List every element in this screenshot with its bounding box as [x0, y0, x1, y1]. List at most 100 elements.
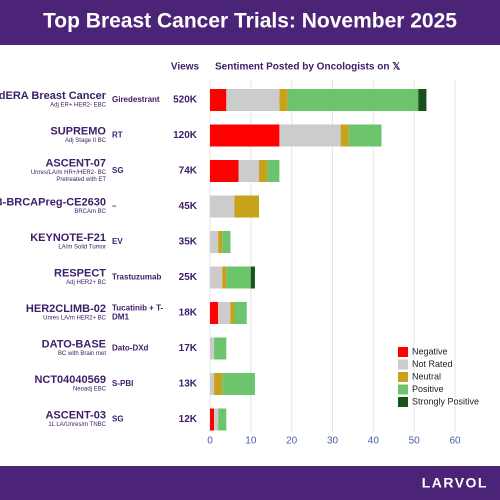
- bar-segment: [210, 231, 219, 253]
- drug-name: Dato-DXd: [112, 344, 149, 353]
- bar-segment: [218, 408, 227, 431]
- bar-segment: [234, 302, 247, 324]
- legend-swatch: [398, 384, 408, 395]
- legend-swatch: [398, 397, 408, 407]
- trial-subtitle: 1L LA/Unres/m TNBC: [48, 422, 106, 428]
- bar-segment: [222, 266, 227, 289]
- bar-segment: [218, 231, 223, 253]
- bar-segment: [279, 89, 288, 111]
- trial-name: NCT04040569: [34, 374, 106, 386]
- trial-subtitle: Adj ER+ HER2- EBC: [50, 103, 107, 109]
- bar-segment: [226, 89, 280, 111]
- bar-segment: [230, 302, 235, 324]
- bar-segment: [279, 124, 341, 147]
- trial-subtitle: BC with Brain met: [58, 351, 106, 357]
- drug-name: Giredestrant: [112, 95, 160, 104]
- drug-name: SG: [112, 415, 124, 424]
- views-header: Views: [171, 62, 200, 73]
- trial-name: KEYNOTE-F21: [30, 232, 106, 244]
- bar-segment: [210, 195, 235, 218]
- x-tick-label: 20: [286, 436, 298, 447]
- x-tick-label: 10: [245, 436, 257, 447]
- drug-name: SG: [112, 166, 124, 175]
- views-value: 120K: [173, 130, 198, 141]
- legend-label: Strongly Positive: [412, 396, 479, 406]
- sentiment-header: Sentiment Posted by Oncologists on 𝕏: [215, 62, 400, 73]
- legend-swatch: [398, 347, 408, 357]
- legend-label: Not Rated: [412, 359, 453, 369]
- bar-segment: [210, 337, 215, 360]
- drug-name: Tucatinib + T-: [112, 304, 164, 313]
- trial-subtitle: Adj HER2+ BC: [66, 280, 107, 286]
- x-tick-label: 0: [207, 436, 213, 447]
- trial-subtitle: Unres/LA/m HR+/HER2- BC: [31, 170, 107, 176]
- bar-segment: [287, 89, 419, 111]
- bar-segment: [214, 408, 219, 431]
- views-value: 520K: [173, 95, 198, 106]
- drug-name: Trastuzumab: [112, 273, 161, 282]
- legend-swatch: [398, 372, 408, 382]
- legend-label: Positive: [412, 384, 444, 394]
- trial-name: ASCENT-03: [45, 409, 106, 421]
- x-tick-label: 50: [409, 436, 421, 447]
- trial-subtitle: Neoadj EBC: [73, 387, 107, 393]
- bar-segment: [259, 160, 268, 182]
- bar-segment: [234, 195, 259, 218]
- views-value: 18K: [179, 308, 198, 319]
- trial-name: SUPREMO: [50, 125, 106, 137]
- trial-name: ASCENT-07: [45, 157, 106, 169]
- views-value: 17K: [179, 343, 198, 354]
- trial-subtitle: Adj Stage II BC: [65, 138, 107, 144]
- bar-segment: [210, 124, 280, 147]
- trial-subtitle: Unres LA/m HER2+ BC: [43, 316, 107, 322]
- bar-segment: [267, 160, 280, 182]
- views-value: 35K: [179, 237, 198, 248]
- drug-name: –: [112, 202, 117, 211]
- trial-name: HER2CLIMB-02: [26, 303, 106, 315]
- x-tick-label: 60: [449, 436, 461, 447]
- bar-segment: [226, 266, 251, 289]
- bar-segment: [210, 89, 227, 111]
- bar-segment: [210, 302, 219, 324]
- trial-subtitle: LA/m Solid Tumor: [58, 245, 106, 251]
- bar-segment: [250, 266, 255, 289]
- bar-segment: [418, 89, 427, 111]
- bar-segment: [222, 373, 255, 395]
- drug-name: RT: [112, 131, 123, 140]
- bar-segment: [340, 124, 349, 147]
- bar-segment: [218, 302, 231, 324]
- legend-label: Neutral: [412, 371, 441, 381]
- legend-swatch: [398, 359, 408, 370]
- bar-segment: [210, 266, 223, 289]
- views-value: 45K: [179, 201, 198, 212]
- trial-name: RESPECT: [54, 267, 106, 279]
- drug-name: EV: [112, 237, 123, 246]
- chart-title: Top Breast Cancer Trials: November 2025: [43, 10, 457, 33]
- bar-segment: [238, 160, 259, 182]
- views-value: 25K: [179, 272, 198, 283]
- views-value: 74K: [179, 166, 198, 177]
- legend-label: Negative: [412, 346, 448, 356]
- bar-segment: [222, 231, 231, 253]
- trial-subtitle: Pretreated with ET: [56, 177, 106, 183]
- bar-segment: [210, 373, 215, 395]
- bar-segment: [210, 160, 239, 182]
- header-band: [0, 0, 500, 45]
- trial-name: IJB-BRCAPreg-CE2630: [0, 196, 106, 208]
- trial-name: DATO-BASE: [42, 338, 106, 350]
- footer-band: [0, 466, 500, 500]
- views-value: 12K: [179, 414, 198, 425]
- bar-segment: [214, 373, 223, 395]
- drug-name: DM1: [112, 313, 129, 322]
- bar-segment: [348, 124, 382, 147]
- bar-segment: [214, 337, 227, 360]
- views-value: 13K: [179, 379, 198, 390]
- footer-brand: LARVOL: [422, 475, 488, 491]
- trial-name: lidERA Breast Cancer: [0, 90, 107, 102]
- drug-name: S-PBI: [112, 379, 133, 388]
- x-tick-label: 40: [368, 436, 380, 447]
- trial-subtitle: BRCAm BC: [74, 209, 106, 215]
- x-tick-label: 30: [327, 436, 339, 447]
- bar-segment: [210, 408, 215, 431]
